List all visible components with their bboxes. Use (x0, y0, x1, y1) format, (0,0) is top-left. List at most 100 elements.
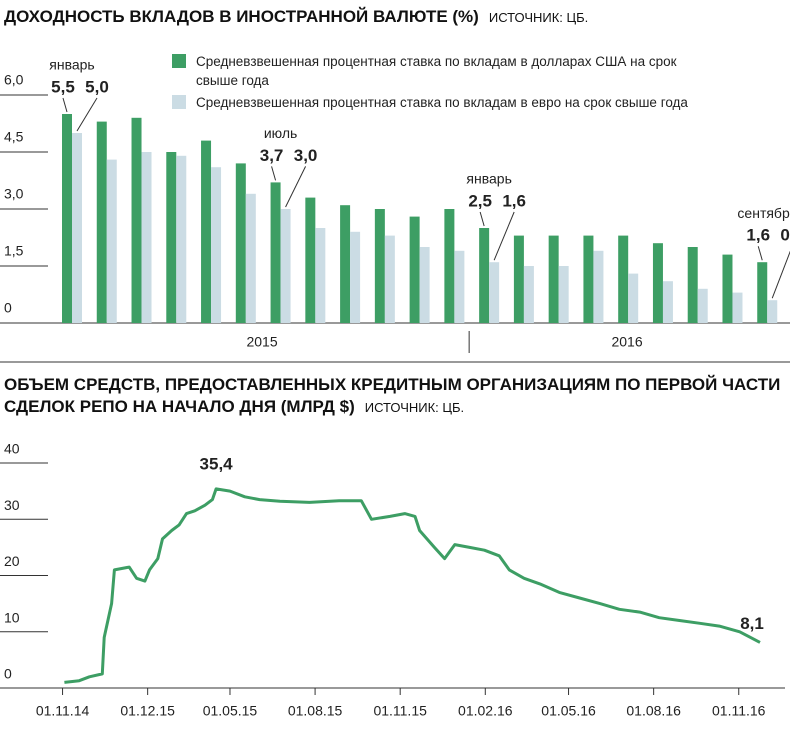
value-label: 0,6 (780, 226, 790, 245)
bar (479, 228, 490, 323)
leader-line (285, 166, 307, 208)
leader-line (62, 97, 68, 113)
bar (305, 197, 316, 323)
value-label: 8,1 (740, 614, 764, 633)
x-tick-label: 01.05.16 (541, 703, 596, 719)
chart-header: ОБЪЕМ СРЕДСТВ, ПРЕДОСТАВЛЕННЫХ КРЕДИТНЫМ… (4, 374, 784, 419)
leader-line (757, 246, 763, 261)
bar (454, 250, 465, 323)
chart-title: ДОХОДНОСТЬ ВКЛАДОВ В ИНОСТРАННОЙ ВАЛЮТЕ … (4, 7, 479, 26)
legend-swatch (172, 95, 186, 109)
bar (374, 209, 385, 323)
chart-source: ИСТОЧНИК: ЦБ. (364, 400, 465, 415)
bar (131, 117, 142, 323)
chart-source: ИСТОЧНИК: ЦБ. (488, 10, 589, 25)
y-tick-label: 10 (4, 609, 20, 625)
bar (350, 231, 361, 323)
bar (489, 262, 500, 323)
bar (662, 281, 673, 323)
bar (757, 262, 768, 323)
bar (315, 228, 326, 323)
y-tick-label: 0 (4, 300, 12, 316)
category-label: январь (466, 171, 511, 187)
group-label: 2015 (246, 334, 277, 350)
legend-item: Средневзвешенная процентная ставка по вк… (172, 93, 696, 112)
bar (419, 247, 430, 323)
y-tick-label: 4,5 (4, 129, 24, 145)
y-tick-label: 20 (4, 553, 20, 569)
y-tick-label: 3,0 (4, 186, 24, 202)
x-tick-label: 01.12.15 (120, 703, 175, 719)
y-tick-label: 0 (4, 666, 12, 682)
value-label: 3,7 (260, 146, 284, 165)
bar (767, 300, 778, 323)
value-label: 5,5 (51, 77, 75, 96)
bar (628, 273, 639, 323)
x-tick-label: 01.11.16 (712, 703, 766, 719)
legend-item: Средневзвешенная процентная ставка по вк… (172, 52, 696, 90)
legend-label: Средневзвешенная процентная ставка по вк… (196, 54, 677, 88)
bar (106, 159, 117, 323)
leader-line (771, 250, 790, 299)
bar (558, 266, 569, 323)
legend-swatch (172, 54, 186, 68)
legend-label: Средневзвешенная процентная ставка по вк… (196, 95, 688, 110)
bar (141, 152, 152, 323)
category-label: сентябрь (737, 205, 790, 221)
bar (583, 235, 594, 323)
x-tick-label: 01.08.15 (288, 703, 343, 719)
chart-title: ОБЪЕМ СРЕДСТВ, ПРЕДОСТАВЛЕННЫХ КРЕДИТНЫМ… (4, 375, 781, 416)
bar (280, 209, 291, 323)
leader-line (493, 211, 515, 261)
value-label: 1,6 (502, 191, 526, 210)
bar (593, 250, 604, 323)
group-label: 2016 (611, 334, 642, 350)
category-label: январь (49, 57, 94, 73)
bar (96, 121, 107, 323)
bar (722, 254, 733, 323)
value-label: 35,4 (200, 454, 234, 473)
bar (235, 163, 246, 323)
bar (732, 292, 743, 323)
bar (409, 216, 420, 323)
bar (340, 205, 351, 323)
bar (697, 288, 708, 323)
bar (513, 235, 524, 323)
bar (444, 209, 455, 323)
value-label: 3,0 (294, 146, 318, 165)
y-tick-label: 1,5 (4, 243, 24, 259)
leader-line (271, 166, 277, 181)
x-tick-label: 01.11.15 (373, 703, 427, 719)
bar (201, 140, 212, 323)
bar (652, 243, 663, 323)
category-label: июль (264, 125, 297, 141)
leader-line (479, 211, 485, 227)
bar (72, 133, 82, 323)
y-tick-label: 40 (4, 441, 20, 457)
y-tick-label: 30 (4, 497, 20, 513)
value-label: 5,0 (85, 77, 109, 96)
x-tick-label: 01.08.16 (626, 703, 681, 719)
bar (548, 235, 559, 323)
y-tick-label: 6,0 (4, 72, 24, 88)
value-label: 1,6 (746, 226, 770, 245)
bar (523, 266, 534, 323)
bar (384, 235, 395, 323)
bar (618, 235, 629, 323)
bar (270, 182, 281, 323)
bar (245, 193, 256, 323)
leader-line (76, 97, 98, 132)
bar (211, 167, 222, 323)
bar (62, 114, 72, 323)
legend: Средневзвешенная процентная ставка по вк… (172, 52, 696, 115)
x-tick-label: 01.05.15 (203, 703, 258, 719)
bar (166, 152, 177, 323)
x-tick-label: 01.02.16 (458, 703, 513, 719)
value-label: 2,5 (468, 191, 492, 210)
x-tick-label: 01.11.14 (36, 703, 90, 719)
bar (176, 155, 187, 323)
chart-header: ДОХОДНОСТЬ ВКЛАДОВ В ИНОСТРАННОЙ ВАЛЮТЕ … (4, 6, 588, 29)
bar (687, 247, 698, 323)
